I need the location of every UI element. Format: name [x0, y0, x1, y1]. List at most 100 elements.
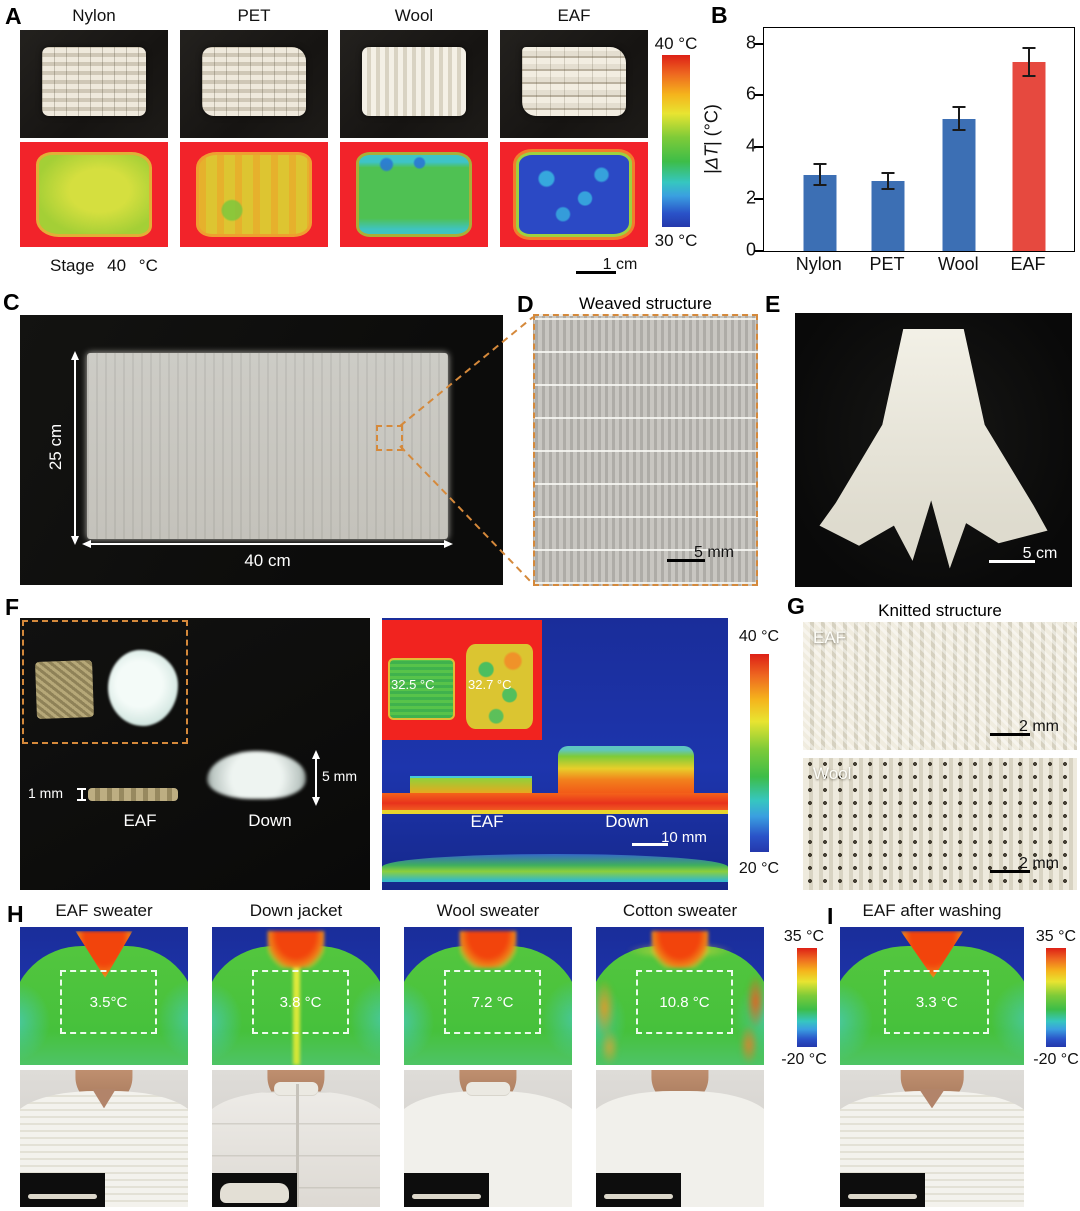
down-thickness-label: 5 mm [322, 768, 357, 784]
fabric-strip [848, 1194, 917, 1199]
thermal-inset: 32.5 °C 32.7 °C [382, 620, 542, 740]
panel-h-letter: H [7, 901, 24, 927]
scalebar-line [576, 271, 616, 274]
scalebar-label: 10 mm [661, 829, 707, 846]
thermal-image-eaf-sweater: 3.5°C [20, 927, 188, 1065]
photo-wool-sweater [404, 1070, 572, 1207]
scalebar-2mm-eaf: 2 mm [990, 718, 1068, 736]
eaf-thermal-profile [410, 776, 532, 793]
colorbar-panel-i [1046, 948, 1066, 1047]
x-tick-label: PET [869, 254, 905, 274]
y-tick [754, 146, 763, 149]
thermal-image-eaf [500, 142, 648, 247]
photo-down-jacket [212, 1070, 380, 1207]
scalebar-5cm: 5 cm [989, 545, 1068, 563]
woven-garment-photo [795, 313, 1072, 587]
wool-label: Wool [813, 764, 852, 783]
thermal-image-pet [180, 142, 328, 247]
colorbar-min-label: -20 °C [781, 1051, 827, 1068]
garment-title: Down jacket [249, 901, 343, 920]
top-view-inset [22, 620, 188, 744]
colorbar-max-label: 40 °C [654, 34, 698, 53]
thermal-image-wool-sweater: 7.2 °C [404, 927, 572, 1065]
height-dimension-arrow [71, 351, 79, 545]
colorbar-min-label: 30 °C [654, 231, 698, 250]
temperature-roi-box: 3.8 °C [252, 969, 349, 1035]
fabric-photo-wool [340, 30, 488, 138]
bar-eaf [1012, 61, 1046, 251]
eaf-side-view [88, 788, 178, 801]
colorbar-panel-a [662, 55, 690, 227]
fabric-photo-nylon [20, 30, 168, 138]
temperature-roi-box: 3.3 °C [884, 969, 990, 1035]
panel-a-column-pet: PET [180, 6, 328, 247]
eaf-label: EAF [123, 811, 157, 830]
thermal-swatch [519, 154, 629, 235]
error-bar [818, 164, 821, 185]
fabric-strip [412, 1194, 481, 1199]
photo-eaf-sweater [20, 1070, 188, 1207]
thermal-swatch [359, 154, 469, 235]
eaf-thermal-swatch [390, 660, 453, 718]
zipper-line [296, 1083, 299, 1207]
thickness-inset [20, 1173, 105, 1207]
sample-title: Wool [394, 6, 434, 25]
wool-knit-closeup: Wool [803, 758, 1077, 890]
bar-pet [871, 181, 905, 251]
panel-i-column: EAF after washing 3.3 °C [840, 901, 1024, 1207]
delta-temperature: 7.2 °C [471, 993, 514, 1011]
panel-d-title: Weaved structure [579, 294, 712, 313]
panel-h-column-down: Down jacket 3.8 °C [212, 901, 380, 1207]
thickness-inset [212, 1173, 297, 1207]
sample-title: EAF [557, 6, 591, 25]
delta-temperature: 10.8 °C [659, 993, 710, 1011]
warm-neck-region [267, 931, 325, 969]
colorbar-max-label: 40 °C [738, 628, 780, 645]
scalebar-label: 2 mm [1019, 718, 1059, 735]
panel-a-column-nylon: Nylon [20, 6, 168, 247]
fabric-swatch [42, 47, 146, 117]
scalebar-label: 5 mm [694, 544, 734, 561]
thermal-swatch [199, 154, 309, 235]
thickness-inset [596, 1173, 681, 1207]
colorbar-min-label: 20 °C [738, 860, 780, 877]
eaf-swatch-photo [35, 660, 94, 719]
hot-stage-band [382, 793, 728, 810]
panel-f-letter: F [5, 594, 20, 620]
down-cluster-photo [108, 650, 178, 726]
sample-title: PET [237, 6, 271, 25]
photo-eaf-washed [840, 1070, 1024, 1207]
delta-temperature: 3.8 °C [279, 993, 322, 1011]
scalebar-5mm: 5 mm [667, 544, 742, 562]
scalebar-line [632, 843, 668, 846]
y-tick-label: 2 [745, 187, 756, 208]
down-thermal-profile [558, 746, 694, 793]
warm-neck-region [459, 931, 517, 969]
panel-e-letter: E [765, 291, 781, 317]
y-tick [754, 94, 763, 97]
y-axis-label: |ΔT| (°C) [701, 104, 722, 174]
panel-c-letter: C [3, 289, 20, 315]
panel-h-column-eaf: EAF sweater 3.5°C [20, 901, 188, 1207]
y-tick-label: 4 [745, 135, 756, 156]
eaf-temperature: 32.5 °C [391, 677, 435, 692]
y-tick-label: 0 [745, 239, 756, 260]
large-fabric-photo: 25 cm 40 cm [20, 315, 503, 585]
temperature-roi-box: 7.2 °C [444, 969, 541, 1035]
scalebar-2mm-wool: 2 mm [990, 855, 1068, 873]
bar-chart-plot [754, 27, 1075, 252]
eaf-label: EAF [470, 812, 504, 831]
error-bar [1028, 47, 1031, 77]
sample-title: Nylon [72, 6, 116, 25]
fabric-photo-eaf [500, 30, 648, 138]
error-bar [887, 173, 889, 189]
stage-edge-line [382, 810, 728, 814]
panel-g-title: Knitted structure [878, 601, 1002, 620]
scalebar-10mm: 10 mm [632, 829, 718, 846]
width-dimension-label: 40 cm [244, 551, 291, 570]
woven-fabric [87, 353, 448, 539]
bench-reflection-band [382, 854, 728, 882]
temperature-roi-box: 10.8 °C [636, 969, 733, 1035]
thermal-swatch [39, 154, 149, 235]
scalebar-label: 1 cm [602, 256, 638, 273]
